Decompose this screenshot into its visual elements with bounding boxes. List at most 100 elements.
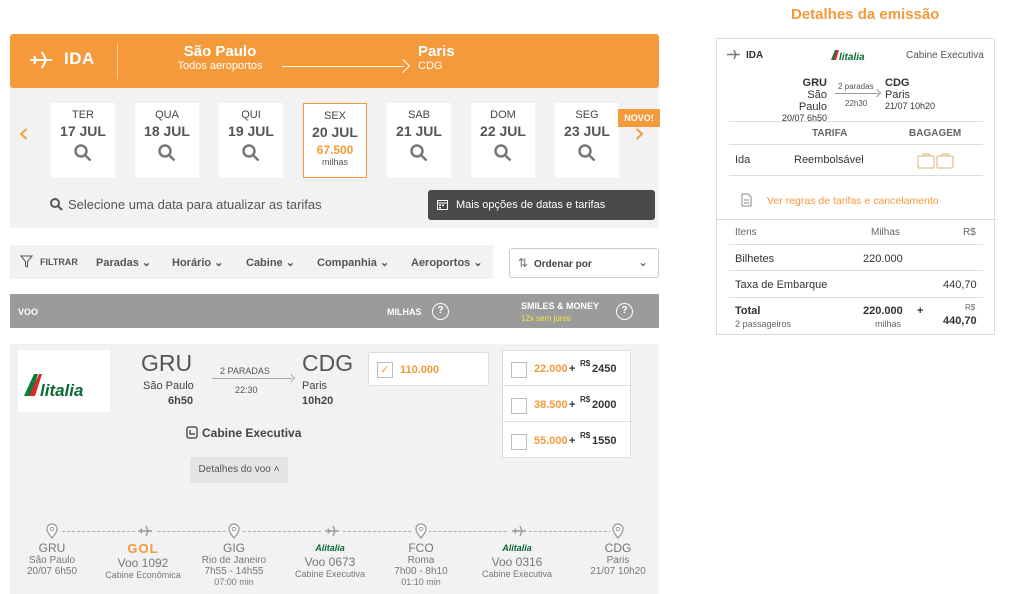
summary-origin-dt: 20/07 6h50 (781, 113, 827, 123)
alitalia-logo: Alitalia (502, 543, 532, 553)
plane-icon (322, 524, 342, 543)
total-sub: 2 passageiros (735, 319, 792, 329)
flight-card: litalia GRU São Paulo 6h50 2 PARADAS 22:… (10, 344, 659, 594)
stop-line-2: São Paulo (28, 555, 76, 566)
weekday: DOM (490, 109, 516, 121)
weekday: SEG (575, 109, 599, 121)
divider (729, 297, 983, 298)
search-icon (494, 144, 512, 162)
route-arrowhead (286, 373, 296, 383)
stop-code: GRU (38, 541, 66, 555)
route-arrow (282, 66, 404, 67)
search-icon (50, 198, 63, 211)
smiles-money-option[interactable]: 22.000 + R$ 2450 (503, 351, 632, 386)
date: 17 JUL (60, 123, 106, 139)
checkbox[interactable] (511, 398, 527, 414)
miles-header: Milhas (871, 227, 900, 238)
alitalia-logo: litalia (24, 374, 83, 400)
checkbox[interactable] (511, 362, 527, 378)
col-bagagem: BAGAGEM (909, 128, 962, 139)
filter-aeroportos[interactable]: Aeroportos ⌄ (411, 257, 483, 269)
total-label: Total (735, 305, 761, 317)
weekday: SAB (407, 109, 430, 121)
fare-row-type: Reembolsável (794, 154, 864, 166)
svg-text:litalia: litalia (40, 381, 83, 400)
stop-line-3: 7h00 - 8h10 (394, 566, 448, 577)
location-pin-icon (226, 523, 242, 544)
date-option[interactable]: QUA 18 JUL (135, 103, 199, 178)
smiles-money-option[interactable]: 38.500 + R$ 2000 (503, 387, 632, 422)
mix-plus: + (569, 399, 576, 411)
weekday: TER (72, 109, 94, 121)
stop-code: FCO (408, 541, 434, 555)
tickets-miles: 220.000 (863, 253, 903, 265)
filter-paradas[interactable]: Paradas ⌄ (96, 257, 152, 269)
more-options-button[interactable]: Mais opções de datas e tarifas (428, 190, 655, 220)
stop-line-2: Voo 0316 (491, 555, 543, 569)
luggage-icon (917, 153, 954, 169)
divider (729, 121, 983, 122)
date-option[interactable]: SAB 21 JUL (387, 103, 451, 178)
stop-line-2: Paris (606, 555, 630, 566)
order-select[interactable]: ⇅ Ordenar por ⌄ (509, 248, 659, 278)
divider (117, 43, 118, 79)
timeline-stop: GIG Rio de Janeiro 7h55 - 14h55 07:00 min (184, 541, 284, 587)
help-icon[interactable]: ? (432, 303, 449, 320)
stop-line-3: Cabine Econômica (105, 570, 181, 580)
timeline-stop: GOL Voo 1092 Cabine Econômica (93, 541, 193, 580)
checkbox[interactable] (511, 434, 527, 450)
alitalia-logo: Alitalia (315, 543, 345, 553)
chevron-down-icon: ⌄ (638, 255, 649, 269)
search-icon (74, 144, 92, 162)
col-smiles-money: SMILES & MONEY (521, 301, 600, 311)
stop-line-3: 20/07 6h50 (26, 566, 78, 577)
origin-code: GRU (141, 350, 193, 376)
filter-companhia[interactable]: Companhia ⌄ (317, 257, 390, 269)
miles-option[interactable]: ✓ 110.000 (368, 352, 489, 386)
chevron-right-icon[interactable]: › (634, 116, 646, 149)
chevron-left-icon[interactable]: ‹ (18, 116, 30, 149)
col-voo: VOO (18, 307, 39, 317)
dest-sub: CDG (418, 60, 443, 72)
origin-city: São Paulo (143, 380, 194, 392)
seat-icon (186, 426, 198, 439)
mix-miles: 38.500 (534, 399, 568, 411)
plane-icon (509, 524, 529, 543)
stop-line-4: 01:10 min (401, 577, 441, 587)
timeline-stop: CDG Paris 21/07 10h20 (568, 541, 668, 577)
summary-origin-code: GRU (802, 77, 827, 89)
date: 22 JUL (480, 123, 526, 139)
location-pin-icon (610, 523, 626, 544)
help-icon[interactable]: ? (616, 303, 633, 320)
summary-direction: IDA (746, 50, 764, 61)
date-strip: ‹ TER 17 JUL QUA 18 JUL QUI 19 JUL SEX 20 JUL 67… (10, 88, 659, 228)
weekday: QUA (155, 109, 179, 121)
flight-details-button[interactable]: Detalhes do voo ˄ (190, 457, 288, 483)
svg-text:litalia: litalia (839, 52, 865, 62)
divider (729, 270, 983, 271)
date-option[interactable]: TER 17 JUL (51, 103, 115, 178)
total-miles-unit: milhas (875, 319, 902, 329)
date: 21 JUL (396, 123, 442, 139)
miles-value: 110.000 (400, 364, 440, 376)
plane-icon (727, 49, 740, 60)
filter-cabine[interactable]: Cabine ⌄ (246, 257, 295, 269)
date-option[interactable]: DOM 22 JUL (471, 103, 535, 178)
fare-rules-link[interactable]: Ver regras de tarifas e cancelamento (767, 195, 939, 207)
search-icon (410, 144, 428, 162)
divider (717, 219, 996, 220)
checkbox[interactable]: ✓ (377, 362, 393, 378)
date: 18 JUL (144, 123, 190, 139)
origin-time: 6h50 (168, 395, 194, 407)
filter-horario[interactable]: Horário ⌄ (172, 257, 224, 269)
date-option[interactable]: SEG 23 JUL (555, 103, 619, 178)
stop-line-2: Roma (407, 555, 435, 566)
summary-route-arrowhead (872, 88, 882, 98)
total-plus: + (917, 305, 924, 317)
date-option[interactable]: QUI 19 JUL (219, 103, 283, 178)
mix-amount: 2000 (592, 399, 617, 411)
date-option[interactable]: SEX 20 JUL 67.500 milhas (303, 103, 367, 178)
summary-cabin: Cabine Executiva (906, 50, 984, 61)
smiles-money-option[interactable]: 55.000 + R$ 1550 (503, 423, 632, 458)
stop-line-3: Cabine Executiva (294, 569, 366, 579)
